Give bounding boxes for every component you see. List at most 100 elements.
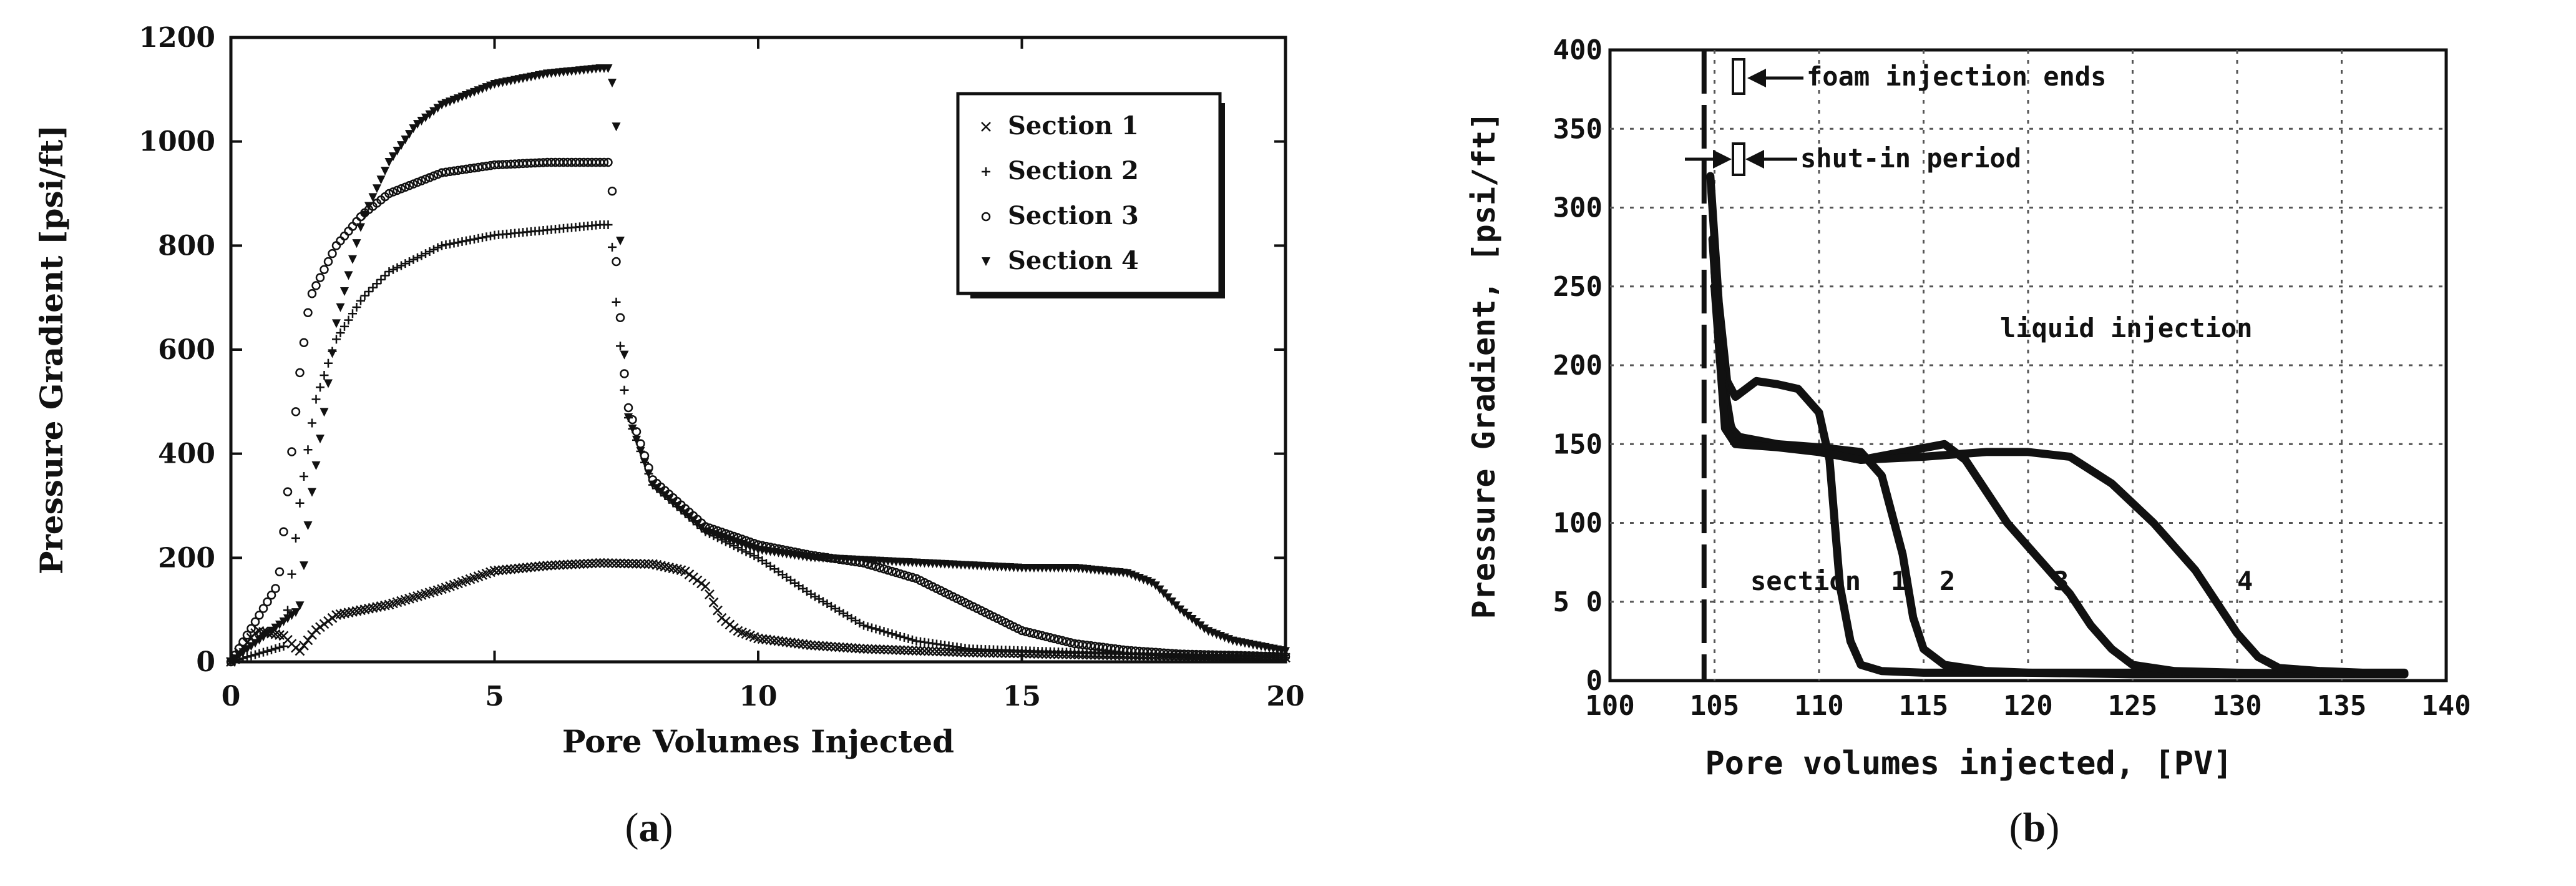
data-point xyxy=(842,642,852,653)
data-point xyxy=(623,558,633,569)
data-point xyxy=(899,645,909,656)
data-point xyxy=(611,558,622,569)
data-point xyxy=(320,371,329,380)
data-point xyxy=(279,642,288,651)
data-point xyxy=(441,240,451,250)
data-point xyxy=(397,141,406,150)
data-point xyxy=(1058,636,1067,646)
data-point xyxy=(676,506,686,515)
panel-b-xtick-label: 110 xyxy=(1794,690,1843,722)
data-point xyxy=(307,289,317,298)
data-point xyxy=(982,257,990,266)
data-point xyxy=(1281,647,1290,656)
data-point xyxy=(352,239,361,249)
data-point xyxy=(794,638,804,649)
data-point xyxy=(908,635,917,644)
caption-b: (b) xyxy=(1997,804,2072,852)
data-point xyxy=(425,173,434,182)
data-point xyxy=(461,164,471,174)
data-point xyxy=(673,502,681,511)
data-point xyxy=(919,646,930,656)
data-point xyxy=(389,265,398,274)
data-point xyxy=(578,559,589,569)
data-point xyxy=(891,568,901,578)
data-point xyxy=(339,231,349,241)
data-point xyxy=(405,257,414,266)
data-point xyxy=(287,447,296,456)
data-point xyxy=(311,281,321,290)
data-point xyxy=(246,651,256,661)
data-point xyxy=(879,644,889,655)
data-point xyxy=(567,559,577,569)
data-point xyxy=(336,303,345,312)
data-point xyxy=(368,193,378,202)
data-point xyxy=(446,239,454,249)
panel-a-ytick-label: 400 xyxy=(158,438,215,470)
data-point xyxy=(401,182,410,192)
data-point xyxy=(295,368,305,378)
panel-a-series-4 xyxy=(227,64,1290,666)
data-point xyxy=(324,379,333,388)
data-point xyxy=(693,520,702,529)
data-point xyxy=(470,235,479,244)
data-point xyxy=(599,558,609,568)
data-point xyxy=(429,171,439,181)
shut-in-marker-box xyxy=(1732,142,1745,176)
data-point xyxy=(246,624,256,633)
data-point xyxy=(892,631,900,640)
data-point xyxy=(466,164,475,174)
data-point xyxy=(373,279,381,288)
data-point xyxy=(632,558,642,569)
data-point xyxy=(643,559,654,569)
data-point xyxy=(981,122,991,132)
data-point xyxy=(932,646,942,657)
data-point xyxy=(538,561,549,571)
data-point xyxy=(303,635,313,646)
data-point xyxy=(757,634,768,644)
data-point xyxy=(348,222,358,231)
data-point xyxy=(940,646,950,657)
data-point xyxy=(417,176,426,185)
data-point xyxy=(474,234,483,243)
data-point xyxy=(275,620,284,629)
data-point xyxy=(810,640,820,651)
annotation-section-4: 4 xyxy=(2237,566,2253,596)
data-point xyxy=(789,638,800,648)
data-point xyxy=(453,165,463,175)
data-point xyxy=(904,571,913,581)
data-point xyxy=(344,271,353,280)
annotation-liquid-injection: liquid injection xyxy=(2000,313,2253,343)
data-point xyxy=(388,187,398,197)
data-point xyxy=(348,255,357,264)
data-point xyxy=(469,163,479,173)
data-point xyxy=(1196,621,1205,631)
data-point xyxy=(632,435,641,445)
data-point xyxy=(887,566,897,576)
data-point xyxy=(311,461,321,470)
data-point xyxy=(612,257,621,267)
data-point xyxy=(867,644,877,654)
data-point xyxy=(477,162,487,172)
data-point xyxy=(275,567,285,577)
data-point xyxy=(331,241,341,250)
panel-a-legend-label: Section 3 xyxy=(1008,201,1139,230)
data-point xyxy=(336,328,345,338)
data-point xyxy=(267,626,276,636)
panel-a-points xyxy=(226,64,1290,667)
data-point xyxy=(279,527,288,536)
data-point xyxy=(1192,618,1201,628)
data-point xyxy=(982,167,990,176)
panel-a-ytick-label: 800 xyxy=(158,230,215,262)
data-point xyxy=(814,641,824,651)
data-point xyxy=(421,174,431,184)
data-point xyxy=(389,152,398,162)
data-point xyxy=(778,636,788,647)
data-point xyxy=(433,104,442,113)
panel-b-ytick-label: 350 xyxy=(1553,113,1603,145)
data-point xyxy=(360,291,369,300)
data-point xyxy=(263,629,272,639)
data-point xyxy=(263,646,272,656)
data-point xyxy=(466,235,475,245)
data-point xyxy=(1176,605,1184,614)
